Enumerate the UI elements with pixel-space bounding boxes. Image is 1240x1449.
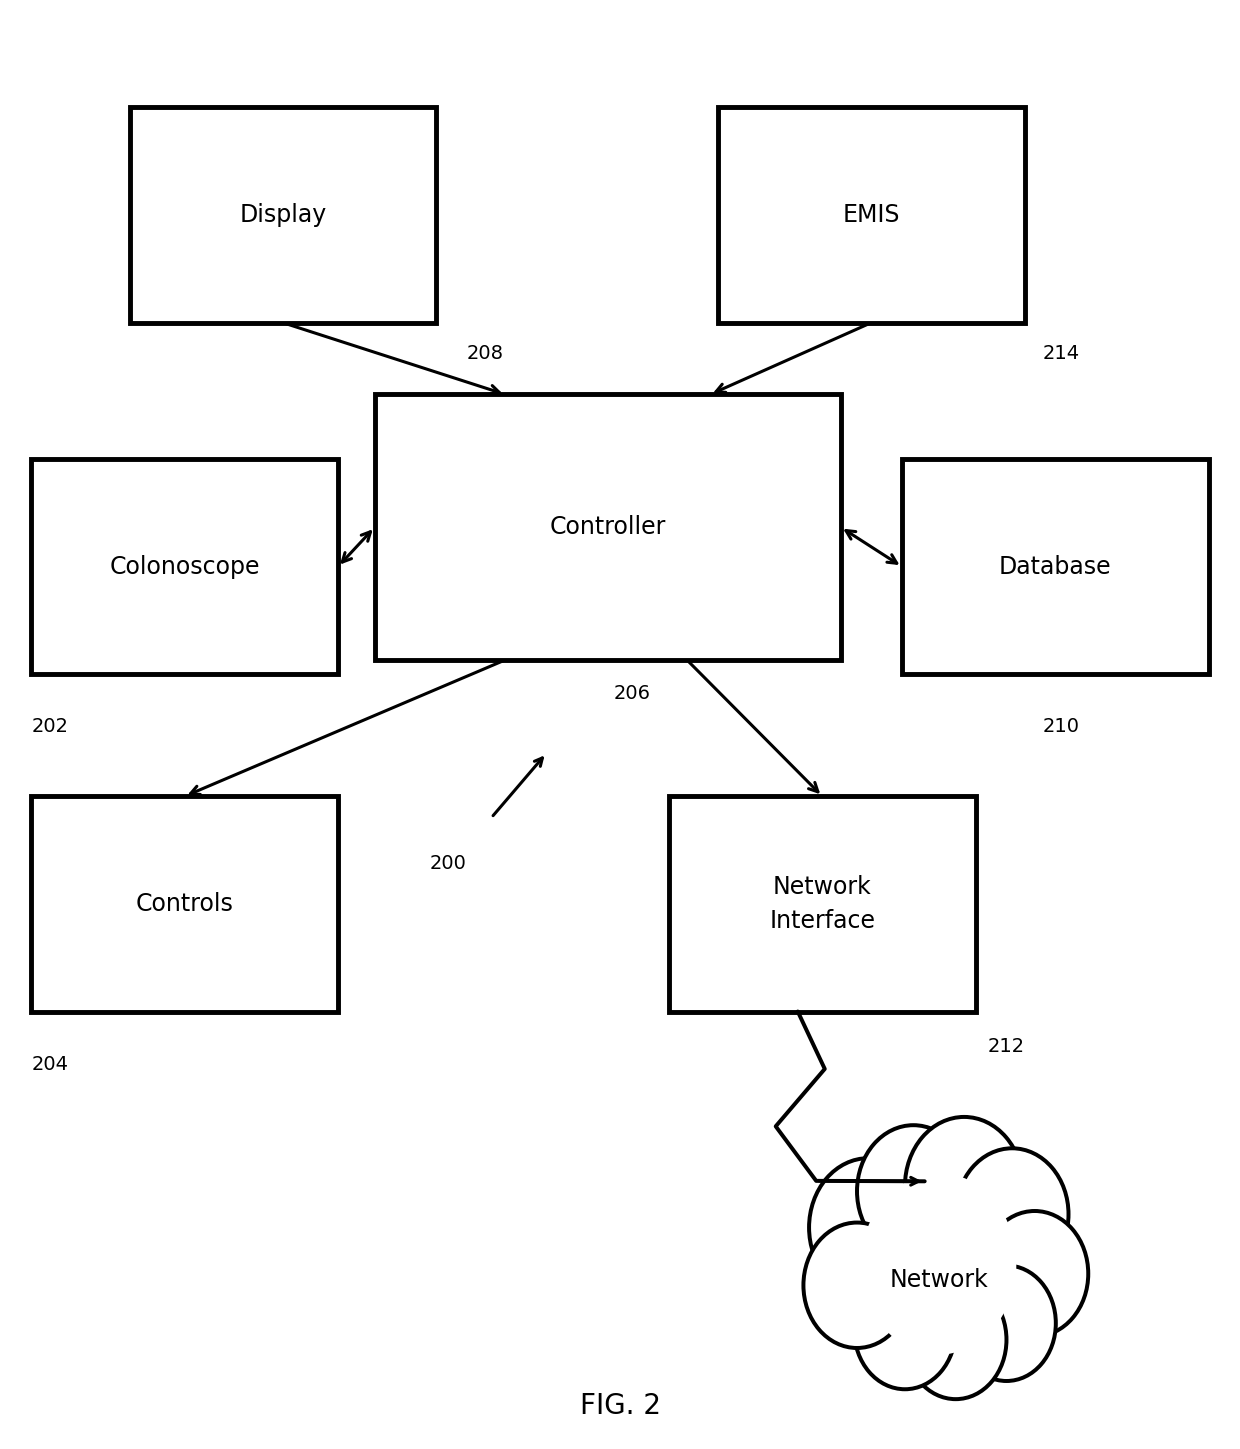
Circle shape <box>957 1265 1055 1381</box>
Circle shape <box>854 1271 956 1390</box>
Text: Controls: Controls <box>136 893 233 916</box>
Text: 208: 208 <box>466 345 503 364</box>
Bar <box>31 459 339 674</box>
Circle shape <box>804 1223 910 1348</box>
Text: 202: 202 <box>31 717 68 736</box>
Bar <box>718 107 1024 323</box>
Text: Database: Database <box>999 555 1111 578</box>
Text: Controller: Controller <box>549 516 666 539</box>
Text: 210: 210 <box>1043 717 1080 736</box>
Text: 214: 214 <box>1043 345 1080 364</box>
Text: Display: Display <box>239 203 326 227</box>
Text: FIG. 2: FIG. 2 <box>579 1392 661 1420</box>
Circle shape <box>857 1126 970 1258</box>
Bar <box>31 797 339 1011</box>
Text: 200: 200 <box>430 853 466 872</box>
Text: 206: 206 <box>614 684 651 703</box>
Bar <box>129 107 436 323</box>
Circle shape <box>862 1174 1017 1355</box>
Text: Colonoscope: Colonoscope <box>109 555 260 578</box>
Circle shape <box>956 1148 1069 1281</box>
Circle shape <box>808 1158 928 1297</box>
Bar <box>670 797 976 1011</box>
Bar <box>901 459 1209 674</box>
Circle shape <box>981 1211 1089 1336</box>
Text: EMIS: EMIS <box>843 203 900 227</box>
Text: Network
Interface: Network Interface <box>769 875 875 933</box>
Text: Network: Network <box>889 1268 988 1293</box>
Circle shape <box>905 1117 1023 1256</box>
Text: 212: 212 <box>988 1037 1025 1056</box>
Bar <box>374 394 841 659</box>
Text: 204: 204 <box>31 1055 68 1074</box>
Circle shape <box>905 1281 1007 1400</box>
